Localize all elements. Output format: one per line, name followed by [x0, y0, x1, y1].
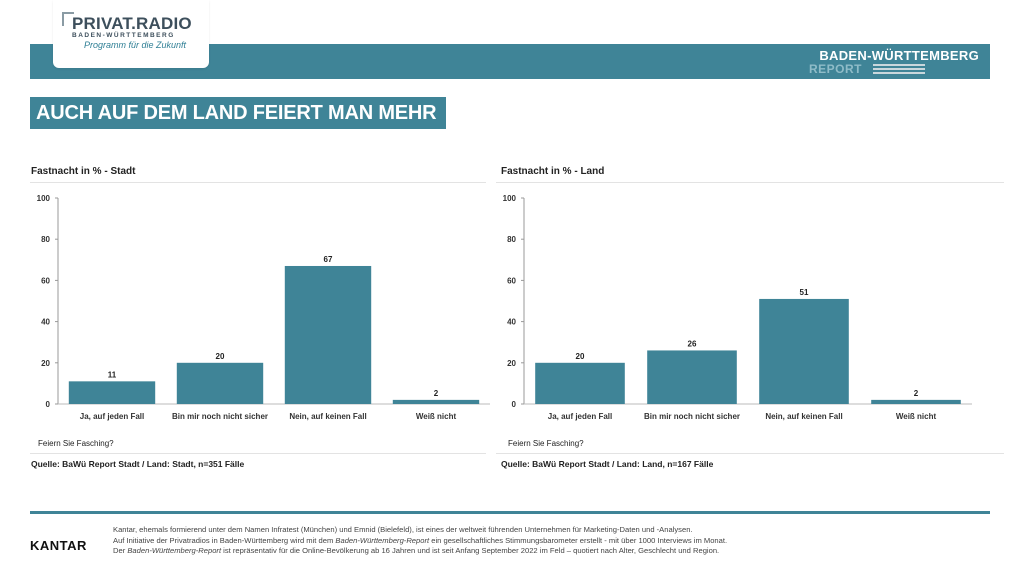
data-label: 26	[688, 339, 697, 348]
y-tick-label: 40	[507, 318, 516, 327]
category-label: Weiß nicht	[896, 412, 937, 421]
category-label: Ja, auf jeden Fall	[548, 412, 612, 421]
chart-title-stadt: Fastnacht in % - Stadt	[31, 166, 136, 177]
y-tick-label: 100	[37, 194, 51, 203]
question-label-stadt: Feiern Sie Fasching?	[38, 439, 114, 448]
logo-bracket-icon	[62, 12, 74, 26]
bar-chart-stadt: 0 20 40 60 80 100 11 Ja, auf jeden Fall 20 Bin mi…	[37, 194, 490, 421]
bar	[535, 362, 625, 404]
data-label: 11	[108, 370, 117, 379]
y-tick-label: 20	[507, 359, 516, 368]
logo-main-text: PRIVAT.RADIO	[72, 14, 192, 33]
panel-rule	[30, 182, 486, 183]
category-label: Bin mir noch nicht sicher	[172, 412, 268, 421]
y-tick-label: 80	[507, 235, 516, 244]
category-label: Weiß nicht	[416, 412, 457, 421]
bar	[647, 350, 737, 404]
footer-line-1: Kantar, ehemals formierend unter dem Nam…	[113, 525, 693, 534]
y-tick-label: 80	[41, 235, 50, 244]
report-subtitle: REPORT	[809, 62, 863, 76]
bar	[68, 381, 156, 404]
page-headline: AUCH AUF DEM LAND FEIERT MAN MEHR	[30, 97, 447, 129]
panel-rule	[30, 453, 486, 454]
logo-card	[53, 0, 209, 68]
category-label: Bin mir noch nicht sicher	[644, 412, 740, 421]
data-label: 67	[324, 255, 333, 264]
category-label: Nein, auf keinen Fall	[289, 412, 366, 421]
data-label: 2	[434, 389, 439, 398]
bar	[284, 265, 372, 404]
category-label: Ja, auf jeden Fall	[80, 412, 144, 421]
question-label-land: Feiern Sie Fasching?	[508, 439, 584, 448]
y-tick-label: 0	[46, 400, 51, 409]
report-title: BADEN-WÜRTTEMBERG	[819, 48, 979, 63]
footer-text: Kantar, ehemals formierend unter dem Nam…	[113, 525, 727, 557]
bar	[871, 399, 961, 404]
panel-rule	[496, 182, 1004, 183]
y-tick-label: 40	[41, 318, 50, 327]
chart-title-land: Fastnacht in % - Land	[501, 166, 605, 177]
data-label: 20	[216, 352, 225, 361]
category-label: Nein, auf keinen Fall	[765, 412, 842, 421]
data-label: 2	[914, 389, 919, 398]
y-tick-label: 60	[41, 276, 50, 285]
bar	[759, 298, 849, 404]
data-label: 51	[800, 288, 809, 297]
y-tick-label: 20	[41, 359, 50, 368]
logo-region-text: BADEN-WÜRTTEMBERG	[72, 32, 175, 39]
bar-chart-land: 0 20 40 60 80 100 20 Ja, auf jeden Fall 26 Bin mi…	[503, 194, 972, 421]
data-label: 20	[576, 352, 585, 361]
footer-text-span: Der	[113, 546, 128, 555]
y-tick-label: 0	[512, 400, 517, 409]
source-land: Quelle: BaWü Report Stadt / Land: Land, …	[501, 459, 714, 469]
footer-rule	[30, 511, 990, 514]
source-stadt: Quelle: BaWü Report Stadt / Land: Stadt,…	[31, 459, 245, 469]
y-tick-label: 100	[503, 194, 517, 203]
bar	[176, 362, 264, 404]
footer-report-name: Baden-Württemberg-Report	[335, 535, 430, 545]
footer-line-2: Auf Initiative der Privatradios in Baden…	[113, 536, 727, 547]
y-tick-label: 60	[507, 276, 516, 285]
panel-rule	[496, 453, 1004, 454]
report-lines-icon	[873, 64, 925, 74]
footer-report-name: Baden-Württemberg-Report	[127, 546, 222, 555]
footer-line-3: Der Baden-Württemberg-Report ist repräse…	[113, 546, 727, 557]
logo-tagline: Programm für die Zukunft	[84, 40, 187, 50]
footer-text-span: ist repräsentativ für die Online-Bevölke…	[221, 546, 720, 555]
kantar-logo: KANTAR	[30, 538, 87, 553]
bar	[392, 399, 480, 404]
footer-text-span: Auf Initiative der Privatradios in Baden…	[113, 535, 336, 545]
footer-text-span: ein gesellschaftliches Stimmungsbaromete…	[429, 535, 728, 545]
